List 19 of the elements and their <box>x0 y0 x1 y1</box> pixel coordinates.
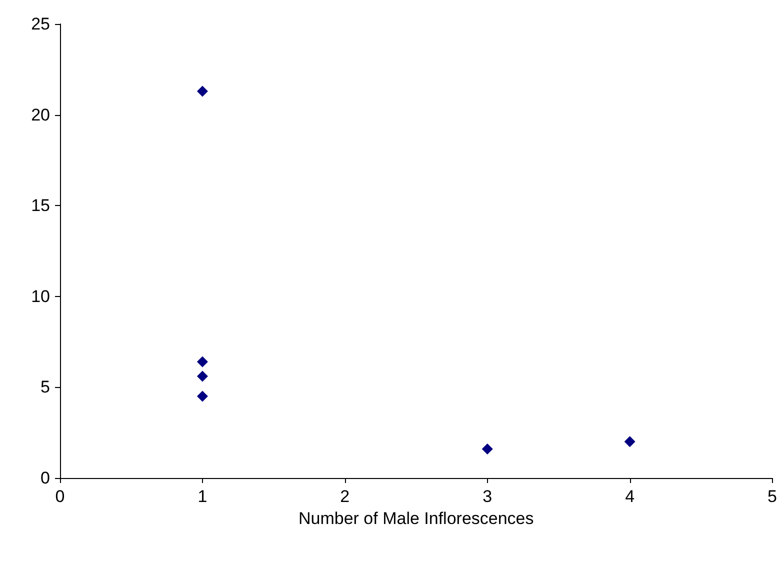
y-tick-label: 20 <box>31 105 50 124</box>
point <box>196 370 208 382</box>
x-tick-label: 2 <box>340 487 350 506</box>
y-tick-label: 25 <box>31 14 50 34</box>
point <box>624 436 636 448</box>
y-tick-label: 10 <box>31 286 50 306</box>
y-tick-label: 5 <box>40 378 50 397</box>
x-tick-label: 0 <box>55 487 65 506</box>
x-tick-label: 1 <box>198 487 208 506</box>
point <box>482 443 493 454</box>
x-tick-label: 4 <box>625 487 635 506</box>
x-axis-title: Number of Male Inflorescences <box>298 509 534 528</box>
x-tick-label: 5 <box>768 487 778 506</box>
y-tick-label: 15 <box>31 196 50 216</box>
x-tick-label: 3 <box>482 487 492 506</box>
y-tick-label: 0 <box>40 468 50 488</box>
point <box>196 86 208 97</box>
point <box>196 356 208 368</box>
point <box>196 390 208 402</box>
